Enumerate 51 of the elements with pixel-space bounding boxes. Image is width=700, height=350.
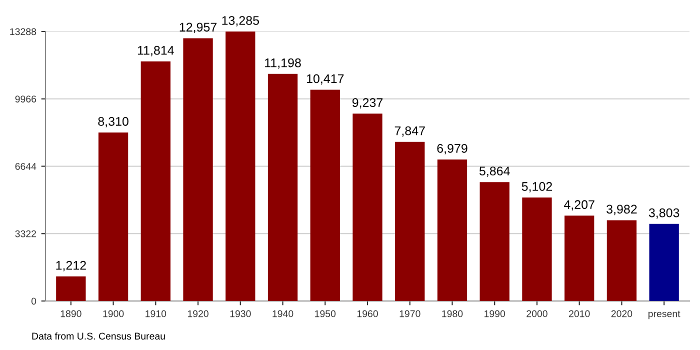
bar — [395, 142, 425, 301]
bar — [480, 182, 510, 301]
text: Data from U.S. Census Bureau — [32, 332, 165, 340]
y-tick-label: 9966 — [15, 96, 36, 102]
data-label: 10,417 — [306, 74, 344, 85]
data-label: 5,102 — [522, 182, 552, 192]
bar — [606, 220, 637, 301]
x-tick-label: 2010 — [569, 310, 590, 318]
data-label: 9,237 — [352, 98, 383, 108]
data-label: 8,310 — [98, 116, 128, 128]
x-tick-label: 1980 — [442, 310, 463, 318]
data-label: 1,212 — [56, 260, 86, 272]
data-label: 7,847 — [394, 126, 425, 137]
data-label: 13,285 — [222, 16, 259, 26]
data-label: 3,982 — [606, 204, 637, 216]
x-tick-label: 1890 — [60, 310, 82, 318]
bar — [564, 216, 594, 301]
x-tick-label: 2000 — [526, 310, 548, 318]
bar — [352, 114, 382, 301]
bar — [437, 159, 468, 301]
bar — [183, 38, 213, 301]
x-tick-label: present — [648, 310, 680, 320]
y-tick-label: 13288 — [10, 28, 36, 36]
x-tick-label: 1920 — [188, 310, 208, 318]
data-label: 12,957 — [180, 22, 217, 34]
x-tick-label: 1930 — [230, 310, 251, 318]
data-label: 11,198 — [265, 58, 301, 69]
x-tick-label: 1910 — [146, 310, 166, 318]
bar — [310, 90, 340, 301]
data-label: 5,864 — [479, 166, 510, 177]
x-tick-label: 1960 — [357, 310, 378, 318]
x-tick-label: 2020 — [611, 310, 632, 318]
data-label: 6,979 — [437, 144, 468, 154]
x-tick-label: 1970 — [400, 310, 420, 318]
x-tick-label: 1990 — [484, 310, 506, 318]
x-tick-label: 1900 — [103, 310, 124, 318]
bar — [649, 224, 679, 301]
x-tick-label: 1940 — [272, 310, 294, 318]
data-label: 11,814 — [138, 46, 174, 56]
y-tick-label: 0 — [31, 298, 36, 305]
bar — [140, 61, 170, 301]
bar — [226, 32, 256, 301]
bar — [268, 74, 298, 301]
bar — [56, 276, 86, 301]
x-tick-label: 1950 — [315, 310, 336, 318]
y-tick-label: 3322 — [15, 230, 36, 238]
data-label: 3,803 — [648, 208, 680, 219]
bar — [98, 132, 128, 301]
bar — [522, 198, 552, 301]
data-label: 4,207 — [564, 200, 594, 211]
y-tick-label: 6644 — [15, 162, 36, 170]
